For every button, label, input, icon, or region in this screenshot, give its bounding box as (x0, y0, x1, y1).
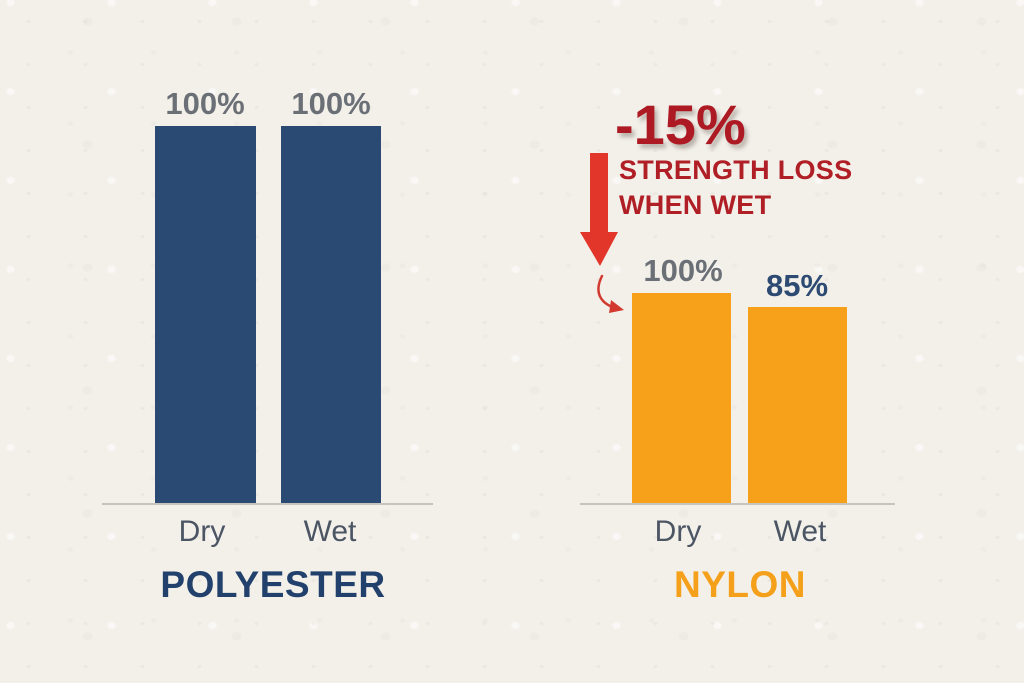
axis-baseline-nylon (580, 503, 895, 505)
annotation-delta-value: -15% (615, 93, 746, 156)
axis-baseline-polyester (102, 503, 433, 505)
bar-nylon-wet (748, 307, 847, 504)
annotation-text-line1: STRENGTH LOSS (619, 155, 853, 185)
group-title-polyester: POLYESTER (160, 564, 386, 605)
bar-polyester-dry (155, 126, 256, 504)
value-label-polyester-wet: 100% (291, 86, 371, 121)
down-arrow-icon (580, 153, 618, 266)
value-label-polyester-dry: 100% (165, 86, 245, 121)
value-label-nylon-wet: 85% (765, 268, 829, 303)
category-label-nylon-wet: Wet (773, 515, 827, 548)
bar-polyester-wet (281, 126, 381, 504)
bar-nylon-dry (632, 293, 731, 504)
annotation-text-line2: WHEN WET (619, 190, 772, 220)
category-label-polyester-wet: Wet (303, 515, 357, 548)
curved-pointer-icon (597, 274, 624, 313)
category-label-nylon-dry: Dry (654, 515, 702, 548)
value-label-nylon-dry: 100% (643, 253, 723, 288)
category-label-polyester-dry: Dry (178, 515, 226, 548)
group-title-nylon: NYLON (674, 564, 806, 605)
